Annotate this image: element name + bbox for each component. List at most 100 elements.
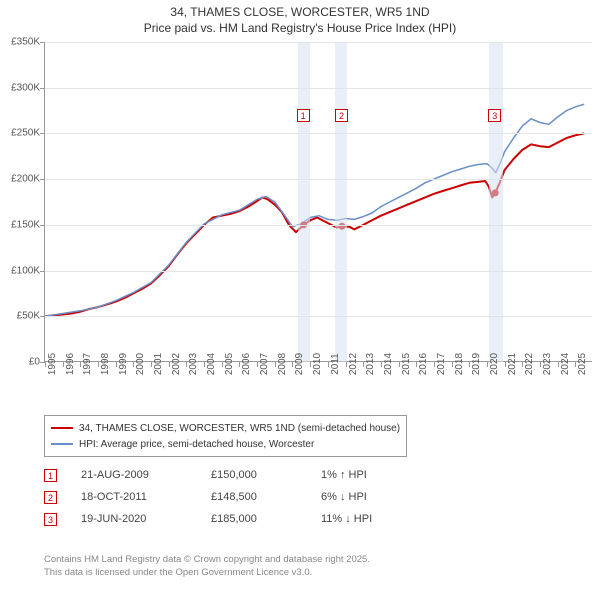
x-tick xyxy=(558,362,559,367)
row-date: 19-JUN-2020 xyxy=(81,513,211,525)
chart-title: 34, THAMES CLOSE, WORCESTER, WR5 1ND Pri… xyxy=(0,0,600,36)
title-line-1: 34, THAMES CLOSE, WORCESTER, WR5 1ND xyxy=(0,4,600,20)
x-tick xyxy=(540,362,541,367)
x-tick-label: 1997 xyxy=(82,353,93,375)
x-tick xyxy=(275,362,276,367)
row-diff: 6% ↓ HPI xyxy=(321,491,441,503)
chart-area: 123 £0£50K£100K£150K£200K£250K£300K£350K… xyxy=(44,42,592,390)
x-tick-label: 2014 xyxy=(383,353,394,375)
x-tick-label: 2009 xyxy=(294,353,305,375)
x-tick-label: 1998 xyxy=(100,353,111,375)
x-tick-label: 2025 xyxy=(577,353,588,375)
row-diff: 11% ↓ HPI xyxy=(321,513,441,525)
attribution-line-1: Contains HM Land Registry data © Crown c… xyxy=(44,554,370,567)
x-tick-label: 2007 xyxy=(259,353,270,375)
legend: 34, THAMES CLOSE, WORCESTER, WR5 1ND (se… xyxy=(44,415,407,457)
row-marker: 1 xyxy=(44,469,57,482)
gridline xyxy=(45,179,592,180)
y-tick-label: £150K xyxy=(11,219,40,230)
x-tick xyxy=(434,362,435,367)
x-tick xyxy=(505,362,506,367)
gridline xyxy=(45,133,592,134)
row-marker: 2 xyxy=(44,491,57,504)
y-tick xyxy=(40,271,45,272)
x-tick-label: 2000 xyxy=(135,353,146,375)
row-marker: 3 xyxy=(44,513,57,526)
x-tick-label: 2013 xyxy=(365,353,376,375)
x-tick xyxy=(381,362,382,367)
y-tick xyxy=(40,42,45,43)
legend-swatch xyxy=(51,427,73,429)
x-tick-label: 2005 xyxy=(224,353,235,375)
y-tick-label: £50K xyxy=(17,311,40,322)
x-tick-label: 2024 xyxy=(560,353,571,375)
attribution: Contains HM Land Registry data © Crown c… xyxy=(44,554,370,580)
marker-band xyxy=(489,42,503,362)
x-tick xyxy=(45,362,46,367)
table-row: 2 18-OCT-2011£148,5006% ↓ HPI xyxy=(44,486,441,508)
x-tick-label: 2012 xyxy=(348,353,359,375)
marker-label: 1 xyxy=(297,109,310,122)
x-tick-label: 2002 xyxy=(171,353,182,375)
x-tick-label: 2022 xyxy=(524,353,535,375)
x-tick xyxy=(257,362,258,367)
y-tick xyxy=(40,179,45,180)
x-tick-label: 2015 xyxy=(401,353,412,375)
legend-swatch xyxy=(51,443,73,445)
x-tick xyxy=(346,362,347,367)
x-tick-label: 2019 xyxy=(471,353,482,375)
row-diff: 1% ↑ HPI xyxy=(321,469,441,481)
attribution-line-2: This data is licensed under the Open Gov… xyxy=(44,567,370,580)
y-tick xyxy=(40,225,45,226)
y-tick-label: £200K xyxy=(11,174,40,185)
series-hpi xyxy=(45,104,584,316)
x-tick-label: 2020 xyxy=(489,353,500,375)
x-tick xyxy=(169,362,170,367)
x-tick-label: 2021 xyxy=(507,353,518,375)
row-price: £185,000 xyxy=(211,513,321,525)
gridline xyxy=(45,316,592,317)
x-tick xyxy=(487,362,488,367)
legend-item: 34, THAMES CLOSE, WORCESTER, WR5 1ND (se… xyxy=(51,420,400,436)
marker-label: 3 xyxy=(488,109,501,122)
y-tick xyxy=(40,133,45,134)
x-tick-label: 2010 xyxy=(312,353,323,375)
marker-band xyxy=(335,42,347,362)
x-tick xyxy=(151,362,152,367)
legend-text: HPI: Average price, semi-detached house,… xyxy=(79,439,314,450)
table-row: 121-AUG-2009£150,0001% ↑ HPI xyxy=(44,464,441,486)
x-tick-label: 2017 xyxy=(436,353,447,375)
y-tick-label: £300K xyxy=(11,82,40,93)
x-tick xyxy=(63,362,64,367)
x-tick-label: 2001 xyxy=(153,353,164,375)
gridline xyxy=(45,42,592,43)
legend-text: 34, THAMES CLOSE, WORCESTER, WR5 1ND (se… xyxy=(79,423,400,434)
lines-svg xyxy=(45,42,593,362)
table-row: 3 19-JUN-2020£185,00011% ↓ HPI xyxy=(44,508,441,530)
y-tick xyxy=(40,88,45,89)
x-tick-label: 2018 xyxy=(454,353,465,375)
x-tick-label: 2003 xyxy=(188,353,199,375)
row-price: £148,500 xyxy=(211,491,321,503)
x-tick-label: 2016 xyxy=(418,353,429,375)
x-tick xyxy=(452,362,453,367)
gridline xyxy=(45,225,592,226)
gridline xyxy=(45,271,592,272)
x-tick xyxy=(222,362,223,367)
x-tick-label: 1999 xyxy=(118,353,129,375)
row-date: 18-OCT-2011 xyxy=(81,491,211,503)
legend-item: HPI: Average price, semi-detached house,… xyxy=(51,436,400,452)
x-tick-label: 2006 xyxy=(241,353,252,375)
y-tick xyxy=(40,316,45,317)
x-tick-label: 1996 xyxy=(65,353,76,375)
marker-label: 2 xyxy=(335,109,348,122)
x-tick-label: 2011 xyxy=(330,353,341,375)
x-tick-label: 2004 xyxy=(206,353,217,375)
x-tick-label: 2008 xyxy=(277,353,288,375)
x-tick-label: 1995 xyxy=(47,353,58,375)
gridline xyxy=(45,88,592,89)
x-tick xyxy=(98,362,99,367)
x-tick xyxy=(204,362,205,367)
x-tick xyxy=(116,362,117,367)
row-price: £150,000 xyxy=(211,469,321,481)
